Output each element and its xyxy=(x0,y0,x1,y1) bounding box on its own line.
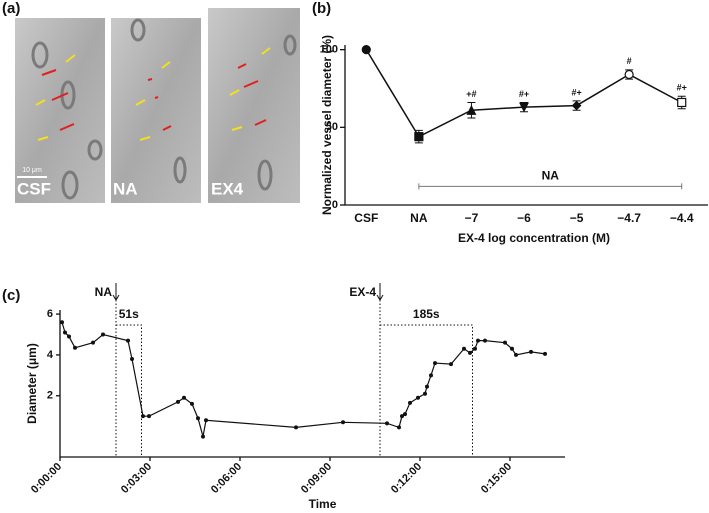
scale-label: 10 μm xyxy=(22,167,42,174)
x-axis-label: EX-4 log concentration (M) xyxy=(458,231,610,245)
marker xyxy=(677,97,687,108)
x-tick-label: 0:03:00 xyxy=(119,461,154,496)
y-axis-label: Normalized vessel diameter (%) xyxy=(320,35,334,215)
point xyxy=(400,414,404,419)
x-tick-label: −4.4 xyxy=(670,211,694,225)
interval-box xyxy=(380,324,473,457)
x-tick-label: 0:15:00 xyxy=(479,461,514,496)
point xyxy=(91,340,95,345)
micrograph xyxy=(15,18,105,203)
interval-box xyxy=(116,324,142,457)
point xyxy=(468,350,472,355)
y-tick-label: 0 xyxy=(332,199,338,211)
reference-label: NA xyxy=(542,169,560,183)
point xyxy=(529,349,533,354)
point xyxy=(514,352,518,357)
marker xyxy=(414,132,424,142)
y-tick-label: 6 xyxy=(47,308,53,320)
y-tick-label: 100 xyxy=(320,44,338,56)
point xyxy=(60,320,64,325)
x-tick-label: −5 xyxy=(570,211,584,225)
diameter-marks xyxy=(41,63,267,131)
point xyxy=(397,425,401,430)
point xyxy=(196,416,200,421)
point xyxy=(294,425,298,430)
marker xyxy=(571,100,582,111)
x-tick-label: 0:09:00 xyxy=(299,461,334,496)
point xyxy=(101,332,105,337)
x-tick-label: −7 xyxy=(465,211,479,225)
y-tick-label: 2 xyxy=(47,390,53,402)
arrows xyxy=(35,47,271,141)
x-tick-label: 0:00:00 xyxy=(29,461,64,496)
interval-label: 185s xyxy=(413,307,440,321)
event-arrow xyxy=(376,283,384,301)
panel-label: (b) xyxy=(312,0,331,17)
x-tick-label: 0:12:00 xyxy=(389,461,424,496)
x-tick-label: −4.7 xyxy=(617,211,641,225)
point xyxy=(141,414,145,419)
point xyxy=(408,400,412,405)
marker xyxy=(466,104,477,115)
interval-label: 51s xyxy=(119,307,139,321)
axis xyxy=(59,310,565,458)
micrographs: 10 μm CSF NA EX4 xyxy=(15,8,300,203)
event-label: EX-4 xyxy=(349,285,376,299)
point xyxy=(476,338,480,343)
point xyxy=(483,338,487,343)
point xyxy=(126,338,130,343)
point xyxy=(201,434,205,439)
point xyxy=(433,361,437,366)
point xyxy=(341,420,345,425)
point xyxy=(423,391,427,396)
point-label: #+ xyxy=(677,83,687,93)
axis xyxy=(344,45,708,206)
panel-label: (a) xyxy=(2,0,20,17)
x-tick-label: NA xyxy=(410,211,428,225)
y-tick-label: 4 xyxy=(47,349,54,361)
event-arrow xyxy=(112,283,120,301)
micrograph xyxy=(111,18,201,203)
point xyxy=(63,330,67,335)
image-label: NA xyxy=(113,179,138,198)
point xyxy=(462,346,466,351)
point xyxy=(403,412,407,417)
image-label: CSF xyxy=(17,179,51,198)
marker xyxy=(361,45,371,55)
point xyxy=(543,351,547,356)
point xyxy=(510,346,514,351)
marker xyxy=(624,69,634,80)
point xyxy=(130,357,134,361)
point xyxy=(147,414,151,419)
point xyxy=(182,395,186,400)
point xyxy=(73,345,77,350)
point xyxy=(425,384,429,389)
point xyxy=(176,399,180,404)
x-tick-label: −6 xyxy=(517,211,531,225)
x-tick-label: CSF xyxy=(354,211,378,225)
point xyxy=(429,373,433,378)
point xyxy=(449,362,453,367)
point-label: #+ xyxy=(519,89,529,99)
point-label: #+ xyxy=(571,87,581,97)
x-axis-label: Time xyxy=(309,497,337,511)
y-tick-label: 50 xyxy=(326,121,338,133)
point xyxy=(204,418,208,423)
y-axis-label: Diameter (μm) xyxy=(25,343,39,424)
point xyxy=(473,346,477,351)
point xyxy=(385,421,389,426)
point-label: # xyxy=(627,56,632,66)
panel-label: (c) xyxy=(2,287,20,304)
event-label: NA xyxy=(95,285,113,299)
image-label: EX4 xyxy=(211,179,244,198)
point xyxy=(416,395,420,400)
point xyxy=(503,340,507,345)
point xyxy=(67,334,71,339)
x-tick-label: 0:06:00 xyxy=(209,461,244,496)
marker xyxy=(519,102,529,113)
point-label: +# xyxy=(466,89,476,99)
point xyxy=(190,401,194,406)
